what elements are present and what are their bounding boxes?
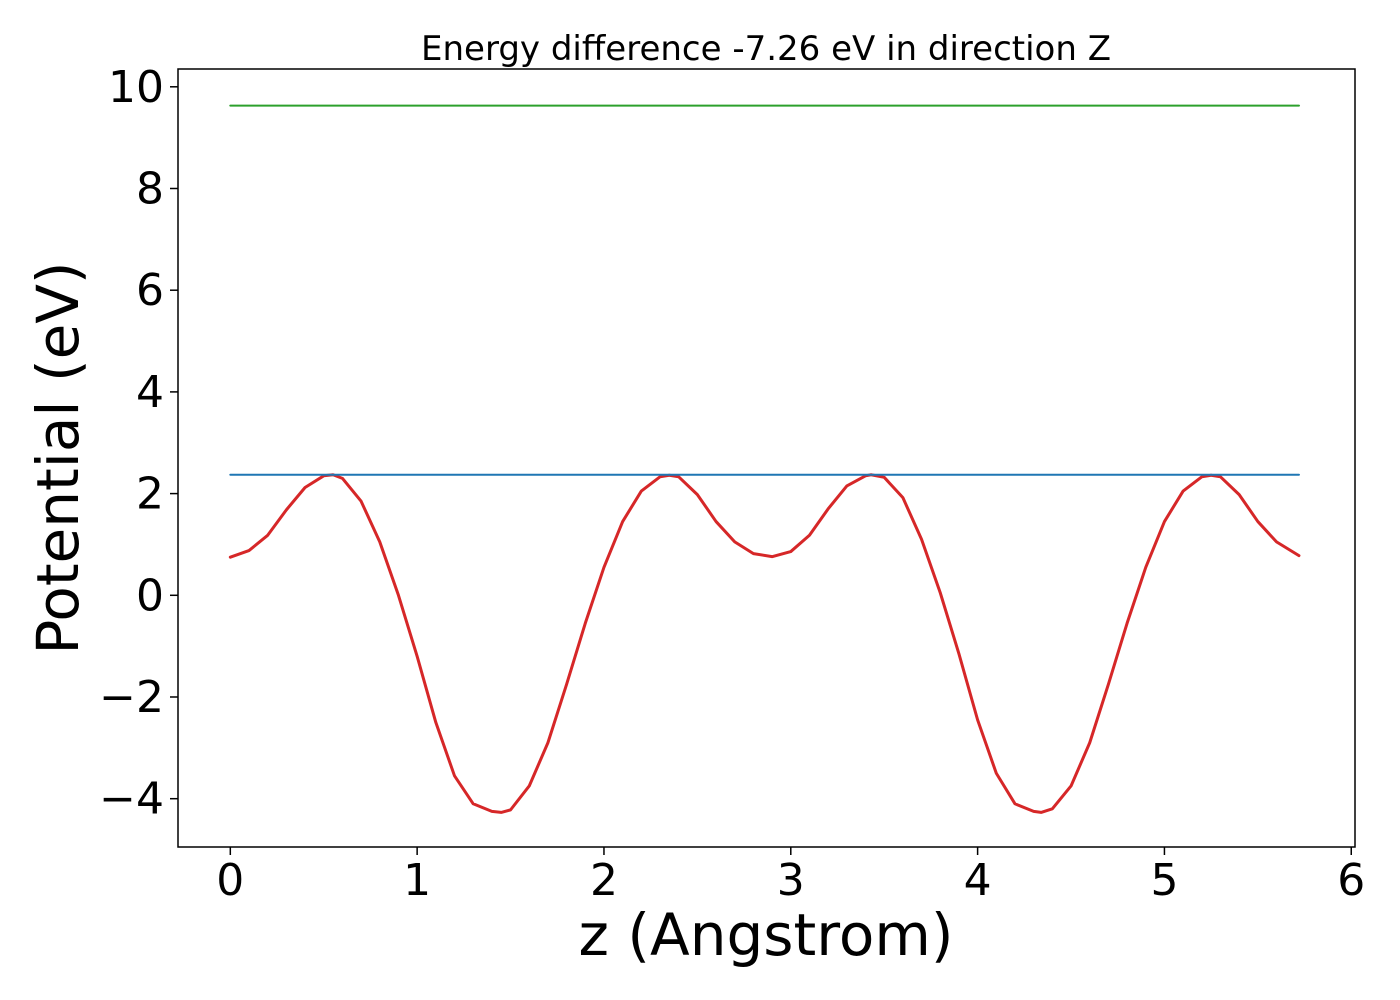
chart-title: Energy difference -7.26 eV in direction … bbox=[421, 29, 1111, 69]
x-tick-label: 0 bbox=[216, 855, 244, 906]
y-tick-label: 8 bbox=[136, 163, 164, 214]
y-tick-label: 2 bbox=[136, 469, 164, 520]
x-axis-label: z (Angstrom) bbox=[579, 901, 954, 969]
y-axis-label: Potential (eV) bbox=[24, 261, 92, 654]
y-tick-label: 4 bbox=[136, 367, 164, 418]
x-tick-label: 3 bbox=[777, 855, 805, 906]
x-tick-label: 5 bbox=[1150, 855, 1178, 906]
plot-layer bbox=[228, 104, 1301, 814]
x-tick-label: 4 bbox=[964, 855, 992, 906]
x-tick-label: 2 bbox=[590, 855, 618, 906]
y-tick-label: 0 bbox=[136, 570, 164, 621]
x-tick-label: 6 bbox=[1337, 855, 1365, 906]
y-tick-label: 10 bbox=[108, 62, 164, 113]
x-tick-label: 1 bbox=[403, 855, 431, 906]
y-axis-ticks: −4 −2 0 2 4 6 8 10 bbox=[99, 62, 178, 825]
y-tick-label: −2 bbox=[99, 672, 164, 723]
series-line-0 bbox=[228, 473, 1301, 814]
x-axis-ticks: 0 1 2 3 4 5 6 bbox=[216, 847, 1365, 906]
plot-frame bbox=[177, 68, 1356, 848]
y-tick-label: −4 bbox=[99, 774, 164, 825]
y-tick-label: 6 bbox=[136, 265, 164, 316]
